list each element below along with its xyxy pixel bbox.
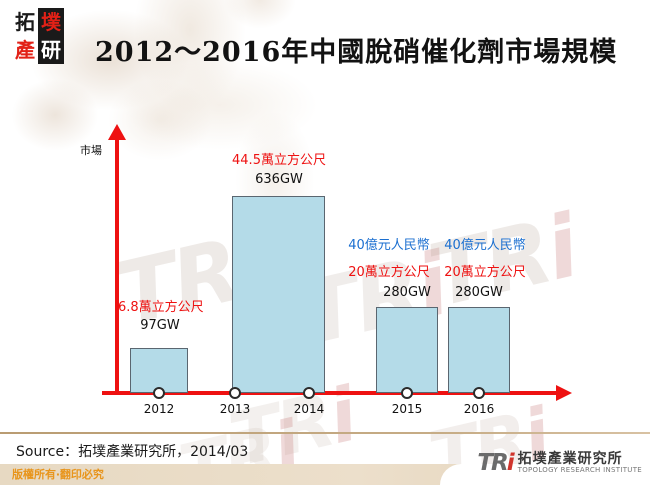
x-axis-line [102, 391, 558, 395]
tri-logo-texts: 拓墣產業研究所 TOPOLOGY RESEARCH INSTITUTE [518, 452, 642, 474]
bar-label-currency-2016: 40億元人民幣 [444, 238, 526, 253]
x-tick-label-2016: 2016 [463, 402, 495, 416]
bar-2016 [448, 307, 510, 393]
tri-footer-logo: TRi 拓墣產業研究所 TOPOLOGY RESEARCH INSTITUTE [477, 452, 642, 475]
logo-char-chan: 產 [12, 36, 38, 64]
watermark-tri: TRi [420, 196, 585, 328]
bar-label-currency-2015: 40億元人民幣 [348, 238, 430, 253]
bar-label-value-2013: 636GW [255, 172, 303, 187]
bar-label-volume-2013: 44.5萬立方公尺 [232, 153, 326, 168]
x-tick-marker-2016 [473, 387, 485, 399]
bar-2013 [232, 196, 325, 393]
source-note: Source：拓墣產業研究所，2014/03 [16, 444, 249, 460]
background-map-texture-secondary [100, 60, 420, 310]
tri-logo-name-en: TOPOLOGY RESEARCH INSTITUTE [517, 466, 642, 475]
bar-label-volume-2012: 6.8萬立方公尺 [118, 300, 204, 315]
logo-char-yan: 研 [38, 36, 64, 64]
x-tick-label-2013: 2013 [219, 402, 251, 416]
x-axis-arrow-icon [556, 385, 572, 401]
y-axis-line [115, 137, 119, 395]
x-tick-marker-2012 [153, 387, 165, 399]
logo-char-pu: 墣 [38, 8, 64, 36]
logo-char-tuo: 拓 [12, 8, 38, 36]
tri-logo-name-cn: 拓墣產業研究所 [517, 451, 623, 468]
x-tick-label-2014: 2014 [293, 402, 325, 416]
y-axis-arrow-icon [108, 124, 126, 140]
footer-band [0, 464, 650, 485]
x-tick-label-2012: 2012 [143, 402, 175, 416]
bar-label-volume-2015: 20萬立方公尺 [348, 265, 430, 280]
footer-divider [0, 432, 650, 434]
x-tick-marker-2015 [401, 387, 413, 399]
x-tick-label-2015: 2015 [391, 402, 423, 416]
x-tick-marker-2014 [303, 387, 315, 399]
bar-2015 [376, 307, 438, 393]
bar-label-value-2015: 280GW [383, 285, 431, 300]
watermark-tri: TRi [108, 214, 273, 346]
bar-label-value-2016: 280GW [455, 285, 503, 300]
x-tick-marker-2013 [229, 387, 241, 399]
bar-2012 [130, 348, 188, 393]
tri-wordmark-icon: TRi [477, 450, 514, 476]
y-axis-label: 市場 [80, 144, 102, 157]
bar-label-value-2012: 97GW [140, 318, 180, 333]
page-title: 2012～2016年中國脫硝催化劑市場規模 [95, 37, 618, 68]
bar-label-volume-2016: 20萬立方公尺 [444, 265, 526, 280]
watermark-tri: TRi [290, 234, 455, 366]
copyright-note: 版權所有‧翻印必究 [12, 468, 104, 481]
brand-logo-badge: 拓 墣 產 研 [12, 8, 64, 64]
